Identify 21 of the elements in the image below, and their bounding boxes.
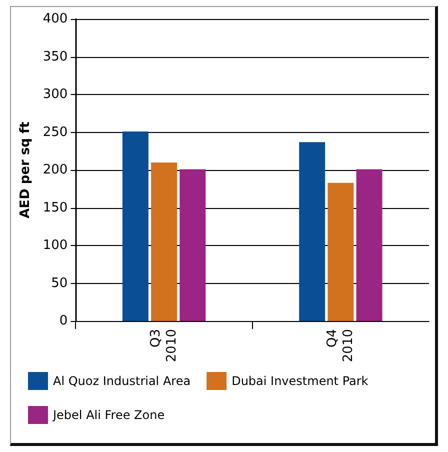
y-tick-label: 150: [42, 200, 68, 216]
bar: [180, 169, 206, 321]
y-tick-label: 400: [42, 12, 68, 26]
y-tick-label: 300: [42, 87, 68, 102]
bar: [299, 142, 326, 321]
x-tick-label: Q3 2010: [148, 329, 180, 362]
bar: [356, 169, 382, 321]
legend-label: Dubai Investment Park: [232, 374, 368, 388]
y-tick-label: 350: [42, 49, 68, 64]
legend-label: Jebel Ali Free Zone: [52, 408, 165, 422]
y-axis-title: AED per sq ft: [18, 122, 33, 218]
y-tick-label: 200: [42, 162, 68, 178]
bar: [328, 182, 354, 321]
y-tick-label: 50: [51, 276, 68, 291]
y-tick-label: 0: [59, 314, 68, 328]
y-tick-label: 250: [42, 124, 68, 140]
bar: [122, 131, 148, 321]
x-tick-label: Q4 2010: [325, 329, 356, 362]
legend-label: Al Quoz Industrial Area: [53, 374, 191, 388]
y-tick-label: 100: [42, 238, 68, 253]
bar: [151, 162, 178, 321]
